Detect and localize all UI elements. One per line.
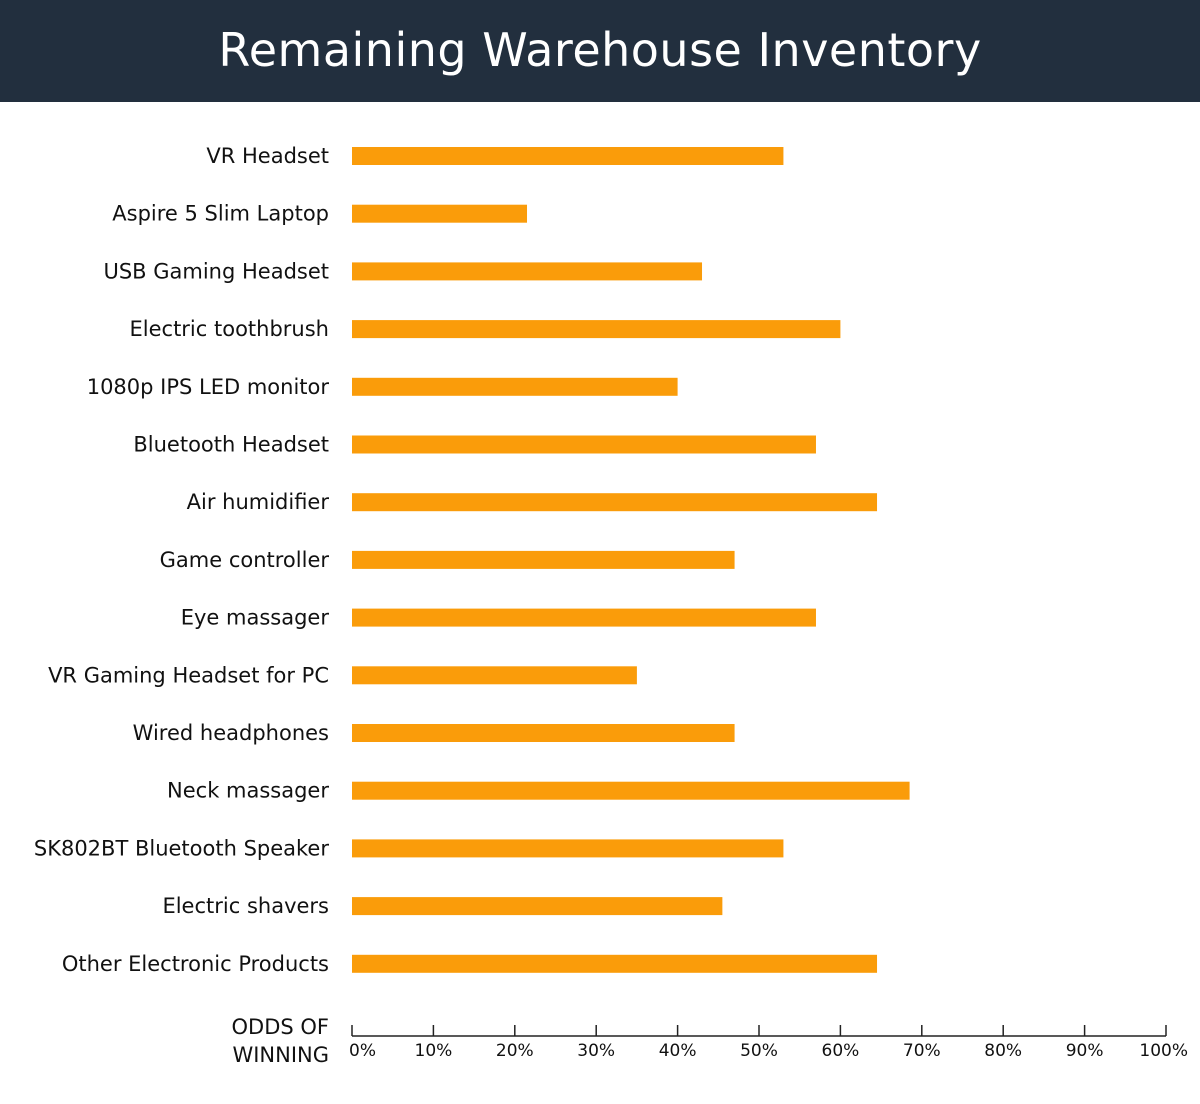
x-axis-ticks-group: 0% 10% 20% 30% 40% 50% 60% 70% 80% 90% 100% xyxy=(349,1025,1188,1061)
bar xyxy=(352,377,678,396)
bar xyxy=(352,608,816,627)
x-tick-label: 70% xyxy=(903,1041,941,1061)
bar-chart: VR Headset Aspire 5 Slim Laptop USB Gaming… xyxy=(34,144,1188,1067)
category-label: USB Gaming Headset xyxy=(103,259,329,283)
x-tick-label: 60% xyxy=(822,1041,860,1061)
category-label: Electric shavers xyxy=(162,894,329,918)
bar xyxy=(352,724,735,742)
header-bar: Remaining Warehouse Inventory xyxy=(0,0,1200,102)
bar xyxy=(352,666,637,685)
category-label: VR Gaming Headset for PC xyxy=(48,663,329,687)
category-label: 1080p IPS LED monitor xyxy=(87,375,330,399)
category-label: Electric toothbrush xyxy=(130,317,330,341)
x-axis-title-line-1: ODDS OF xyxy=(232,1015,329,1039)
category-label: SK802BT Bluetooth Speaker xyxy=(34,836,329,860)
x-tick-label: 80% xyxy=(984,1041,1022,1061)
category-label: Wired headphones xyxy=(133,721,329,745)
category-labels-group: VR Headset Aspire 5 Slim Laptop USB Gaming… xyxy=(34,144,330,976)
bar xyxy=(352,435,816,454)
bar xyxy=(352,147,784,165)
x-tick-label: 50% xyxy=(740,1041,778,1061)
bar xyxy=(352,954,878,973)
category-label: Aspire 5 Slim Laptop xyxy=(112,202,329,226)
x-tick-label: 30% xyxy=(577,1041,615,1061)
chart-area: VR Headset Aspire 5 Slim Laptop USB Gaming… xyxy=(0,102,1200,1100)
x-tick-label: 0% xyxy=(349,1041,376,1061)
x-tick-label: 90% xyxy=(1066,1041,1104,1061)
bar xyxy=(352,781,910,800)
bar xyxy=(352,320,841,339)
bar xyxy=(352,493,878,512)
category-label: Bluetooth Headset xyxy=(133,433,329,457)
x-tick-label: 20% xyxy=(496,1041,534,1061)
category-label: Eye massager xyxy=(181,606,330,630)
bar xyxy=(352,897,723,916)
bar xyxy=(352,550,735,569)
x-axis-title-line-2: WINNING xyxy=(232,1043,329,1067)
x-tick-label: 40% xyxy=(659,1041,697,1061)
chart-title: Remaining Warehouse Inventory xyxy=(218,23,982,77)
x-tick-label: 100% xyxy=(1139,1041,1188,1061)
bars-group xyxy=(352,147,910,973)
category-label: Game controller xyxy=(160,548,330,572)
bar xyxy=(352,839,784,858)
category-label: VR Headset xyxy=(206,144,329,168)
category-label: Other Electronic Products xyxy=(62,952,329,976)
x-tick-label: 10% xyxy=(415,1041,453,1061)
bar xyxy=(352,262,703,281)
bar xyxy=(352,204,528,223)
category-label: Air humidifier xyxy=(187,490,330,514)
category-label: Neck massager xyxy=(167,779,329,803)
